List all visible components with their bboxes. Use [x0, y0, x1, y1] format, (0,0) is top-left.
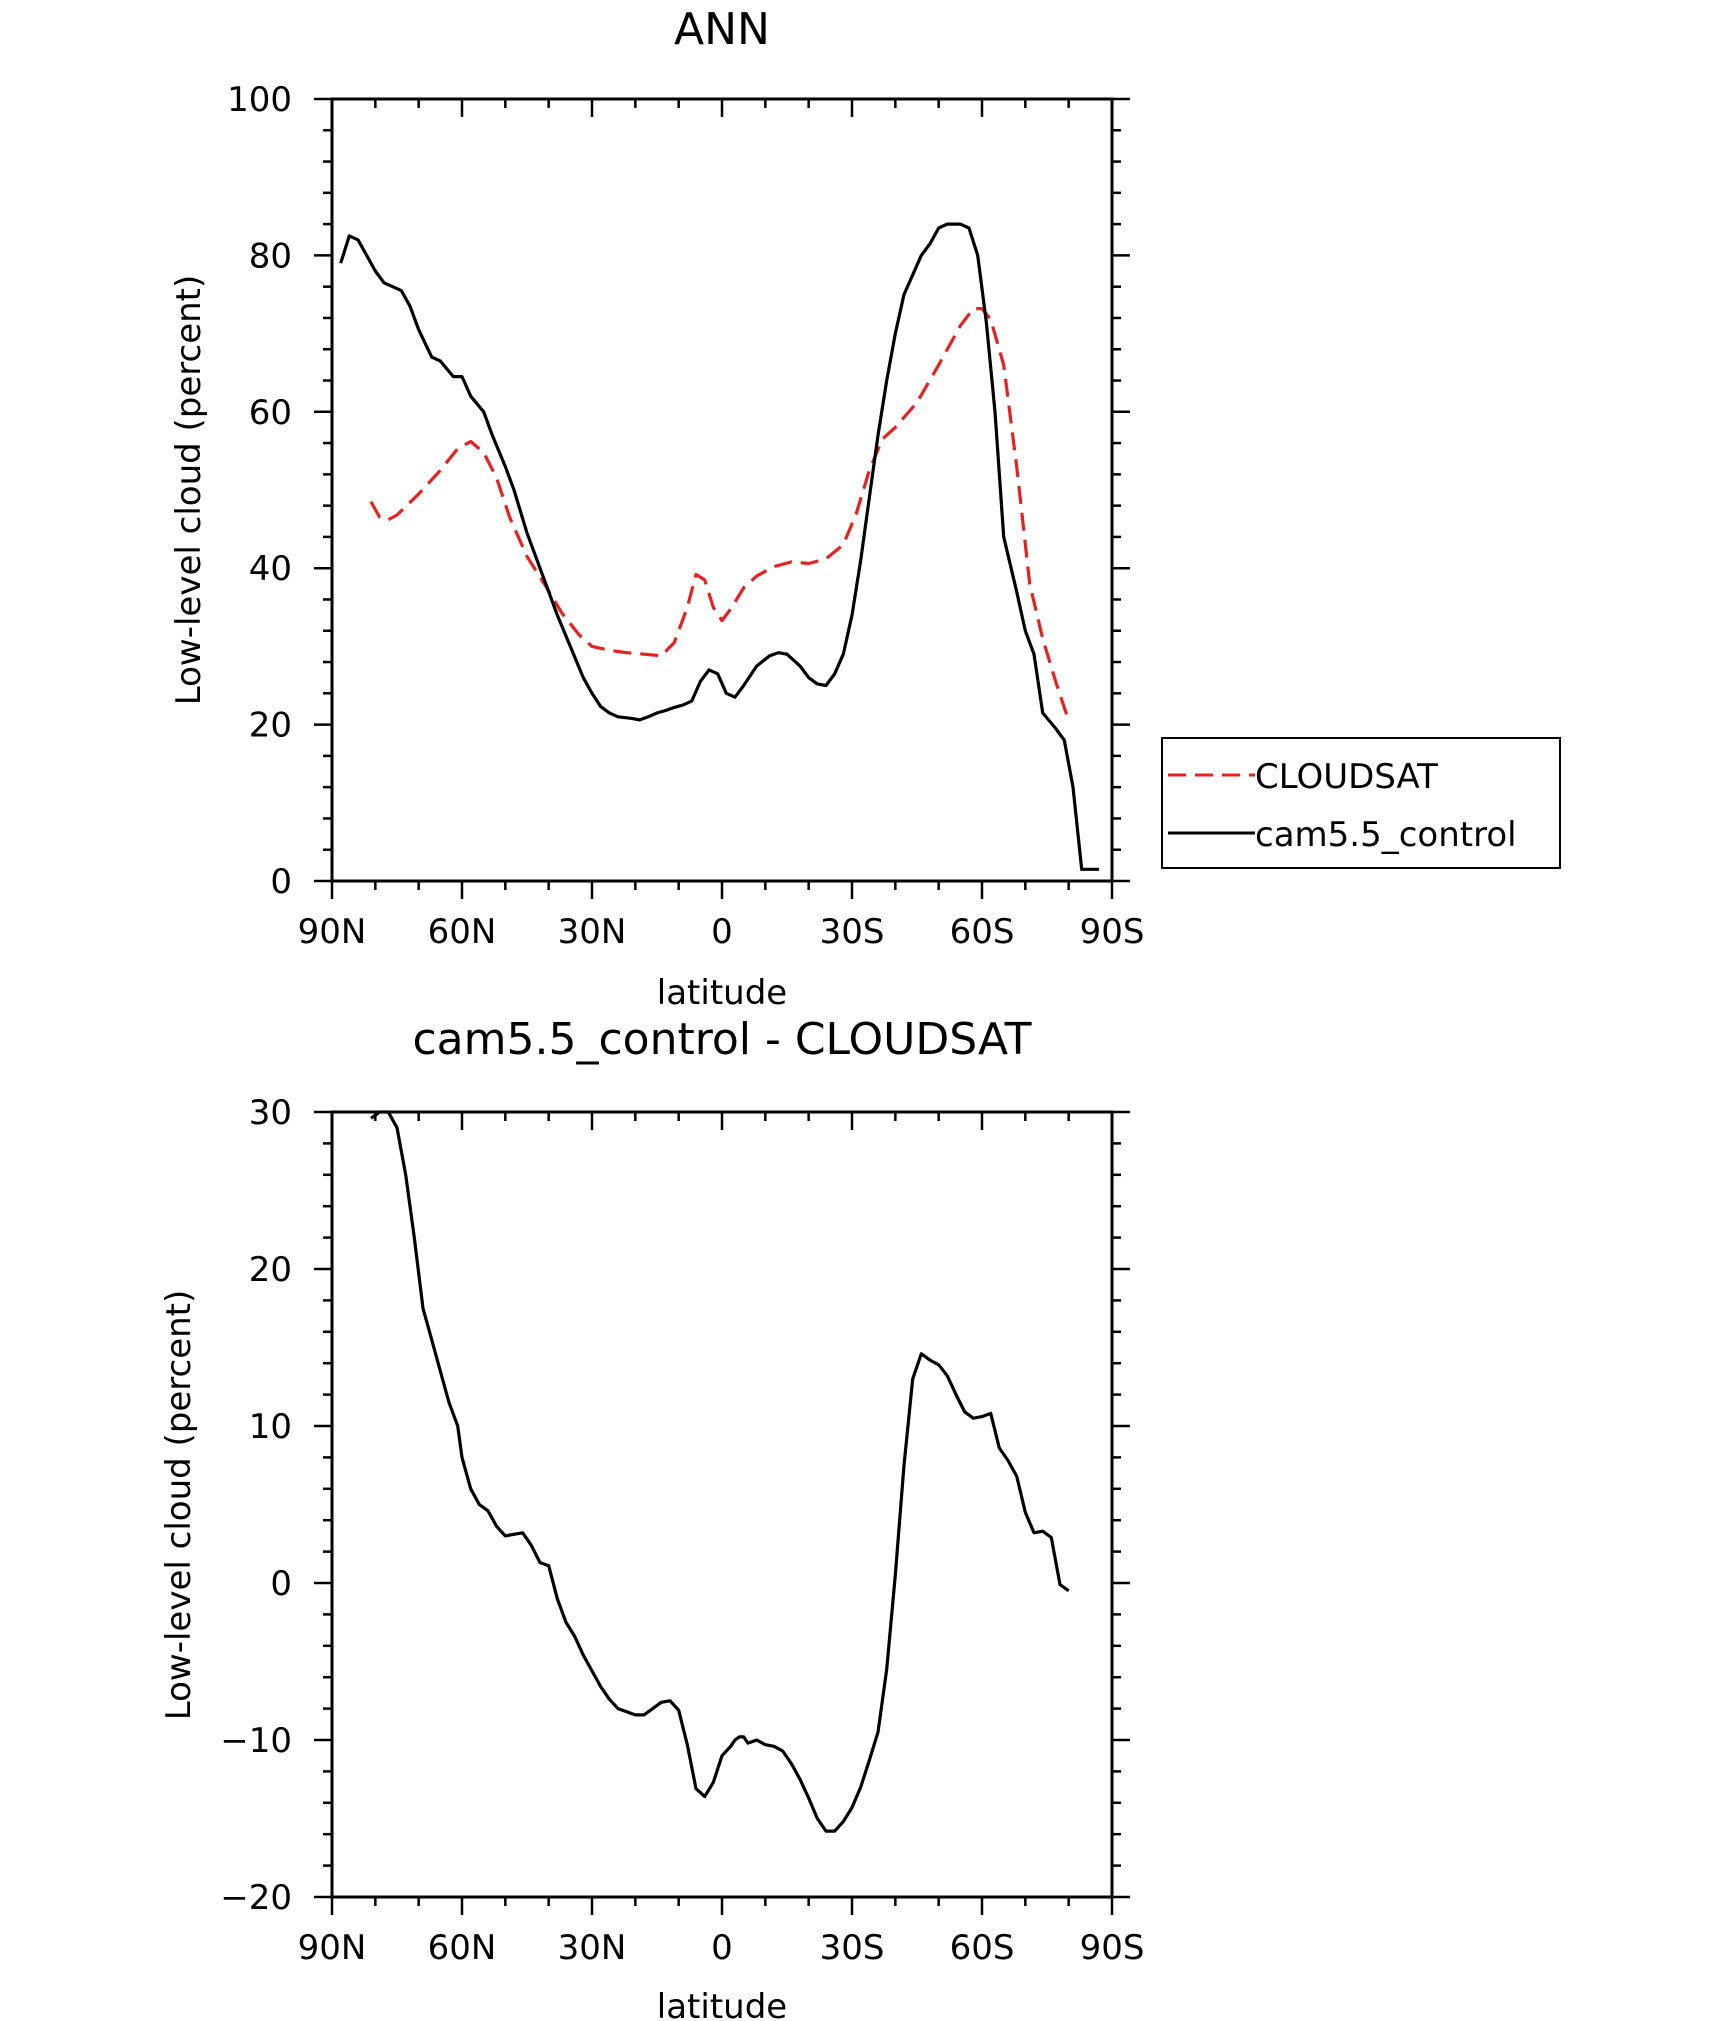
- legend-box: [1161, 737, 1561, 869]
- y-tick-label: 20: [249, 1250, 292, 1290]
- x-tick-labels: 90N 60N 30N 0 30S 60S 90S: [298, 912, 1145, 952]
- series-line-cloudsat: [369, 307, 1071, 722]
- y-tick-label: 20: [249, 706, 292, 746]
- x-tick-label: 90N: [298, 912, 367, 952]
- y-tick-label: −10: [220, 1721, 292, 1761]
- y-tick-labels: −20 −10 0 10 20 30: [220, 1093, 292, 1918]
- x-tick-labels: 90N 60N 30N 0 30S 60S 90S: [298, 1928, 1145, 1968]
- plot-frame: [330, 1110, 1114, 1899]
- x-axis-label: latitude: [657, 973, 787, 1013]
- y-tick-label: 10: [249, 1407, 292, 1447]
- chart-title: cam5.5_control - CLOUDSAT: [412, 1014, 1031, 1065]
- x-tick-label: 30N: [558, 1928, 627, 1968]
- chart-panel-ann: ANN 0 20 40 60 80 100 90N 60N 30N 0 30S 60S 90S lat…: [169, 4, 1561, 1013]
- x-tick-label: 60N: [428, 912, 497, 952]
- y-tick-label: −20: [220, 1878, 292, 1918]
- y-axis-label: Low-level cloud (percent): [159, 1290, 199, 1721]
- x-tick-label: 30S: [820, 1928, 885, 1968]
- series-group: [370, 1110, 1070, 1833]
- y-axis-label: Low-level cloud (percent): [169, 275, 209, 706]
- y-tick-labels: 0 20 40 60 80 100: [227, 80, 292, 902]
- series-line-cam5-5-control-cloudsat: [370, 1110, 1070, 1833]
- x-tick-label: 30S: [820, 912, 885, 952]
- x-tick-label: 0: [711, 912, 733, 952]
- x-tick-label: 60S: [950, 1928, 1015, 1968]
- y-tick-label: 40: [249, 549, 292, 589]
- y-tick-label: 60: [249, 393, 292, 433]
- x-tick-label: 30N: [558, 912, 627, 952]
- y-tick-label: 0: [270, 862, 292, 902]
- series-line-cam5-5-control: [339, 222, 1099, 871]
- y-tick-label: 80: [249, 236, 292, 276]
- series-group: [339, 222, 1099, 871]
- x-tick-label: 90S: [1080, 912, 1145, 952]
- legend-label-cloudsat: CLOUDSAT: [1255, 757, 1438, 797]
- x-axis-label: latitude: [657, 1987, 787, 2021]
- y-tick-label: 100: [227, 80, 292, 120]
- x-tick-label: 60S: [950, 912, 1015, 952]
- x-tick-label: 90N: [298, 1928, 367, 1968]
- y-tick-label: 0: [270, 1564, 292, 1604]
- plot-frame: [330, 97, 1114, 883]
- x-tick-label: 90S: [1080, 1928, 1145, 1968]
- chart-panel-difference: cam5.5_control - CLOUDSAT −20−100102030 …: [159, 1014, 1144, 2021]
- x-tick-label: 60N: [428, 1928, 497, 1968]
- chart-title: ANN: [674, 4, 770, 55]
- legend-label-cam5: cam5.5_control: [1255, 815, 1517, 855]
- x-tick-label: 0: [711, 1928, 733, 1968]
- y-tick-label: 30: [249, 1093, 292, 1133]
- axis-ticks: [314, 1110, 1130, 1915]
- axis-ticks: [314, 97, 1130, 899]
- legend: CLOUDSAT cam5.5_control: [1161, 737, 1561, 869]
